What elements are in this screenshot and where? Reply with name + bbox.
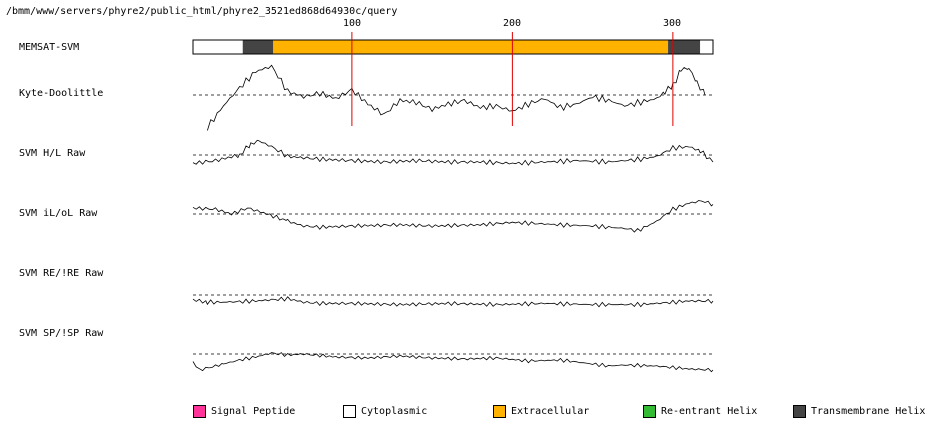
track-label-svm-hl: SVM H/L Raw <box>19 148 86 159</box>
profile-line-kd <box>207 64 706 131</box>
legend-label-transmembrane-helix: Transmembrane Helix <box>811 406 926 417</box>
ruler-tick-300: 300 <box>663 18 681 29</box>
legend-label-extracellular: Extracellular <box>511 406 590 417</box>
memsat-topology-bar <box>192 39 714 55</box>
position-markers <box>351 32 674 126</box>
profile-line-hl <box>192 139 714 166</box>
profile-line-ilol <box>192 200 714 233</box>
profile-baselines <box>193 94 713 355</box>
profile-line-spisp <box>192 352 714 373</box>
topology-segment-1 <box>193 40 243 54</box>
ruler-tick-200: 200 <box>503 18 521 29</box>
topology-segment-4 <box>668 40 701 54</box>
legend-swatch-transmembrane-helix <box>793 405 806 418</box>
track-label-memsat: MEMSAT-SVM <box>19 42 80 53</box>
legend-label-reentrant-helix: Re-entrant Helix <box>661 406 758 417</box>
track-label-svm-reire: SVM RE/!RE Raw <box>19 268 104 279</box>
file-path-title: /bmm/www/servers/phyre2/public_html/phyr… <box>6 6 398 17</box>
legend-swatch-extracellular <box>493 405 506 418</box>
track-label-kyte-doolittle: Kyte-Doolittle <box>19 88 104 99</box>
legend-swatch-signal-peptide <box>193 405 206 418</box>
track-label-svm-spisp: SVM SP/!SP Raw <box>19 328 104 339</box>
profile-line-reire <box>192 296 714 308</box>
topology-segment-2 <box>242 40 274 54</box>
profile-lines <box>192 64 714 373</box>
ruler-tick-100: 100 <box>343 18 361 29</box>
legend-label-cytoplasmic: Cytoplasmic <box>361 406 428 417</box>
topology-segment-5 <box>700 40 713 54</box>
legend-swatch-cytoplasmic <box>343 405 356 418</box>
topology-bar-outline <box>192 39 714 55</box>
legend-label-signal-peptide: Signal Peptide <box>211 406 296 417</box>
track-label-svm-ilol: SVM iL/oL Raw <box>19 208 98 219</box>
legend-swatch-reentrant-helix <box>643 405 656 418</box>
topology-segment-3 <box>273 40 669 54</box>
